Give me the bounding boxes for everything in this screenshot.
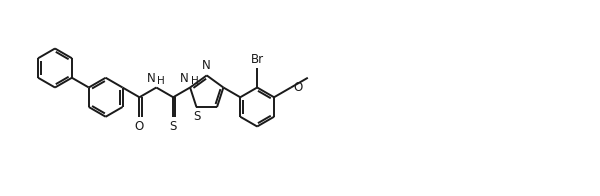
Text: Br: Br <box>251 53 264 66</box>
Text: N: N <box>146 72 155 84</box>
Text: H: H <box>191 76 199 86</box>
Text: S: S <box>193 110 200 123</box>
Text: N: N <box>181 72 189 84</box>
Text: S: S <box>170 120 177 133</box>
Text: O: O <box>293 81 302 94</box>
Text: H: H <box>157 76 165 86</box>
Text: O: O <box>135 120 144 133</box>
Text: N: N <box>202 59 211 72</box>
